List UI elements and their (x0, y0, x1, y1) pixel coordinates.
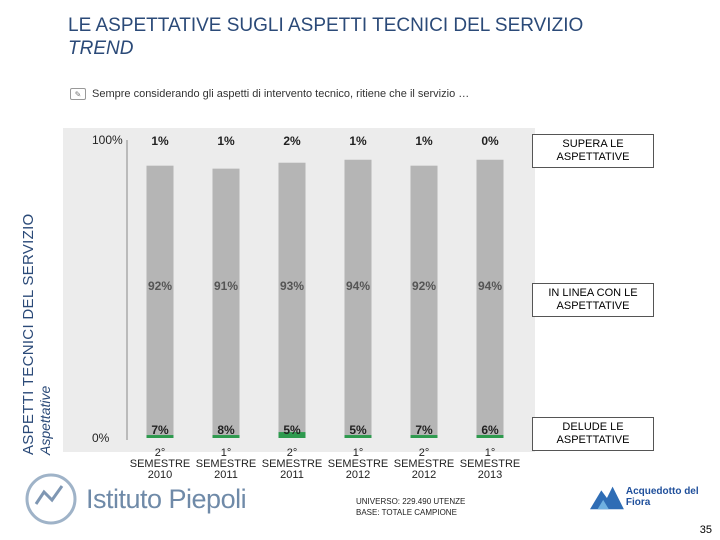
x-tick-label-0-1: SEMESTRE (130, 458, 191, 470)
bar-label-group: 7% 92% 1% 8% 91% 1% 5% 93% 2% 5% 94% 1% 7% 92% 1% 6% 94%… (148, 134, 502, 437)
bar-value-label-1-2: 93% (280, 279, 304, 293)
bar-group (146, 159, 504, 438)
x-tick-label-2-0: 2° (287, 447, 298, 459)
page-number: 35 (699, 524, 712, 536)
bar-value-label-0-0: 7% (151, 423, 169, 437)
bar-segment-1-2 (278, 162, 306, 438)
x-tick-label-5-0: 1° (485, 447, 496, 459)
bar-segment-1-0 (146, 165, 174, 438)
x-tick-label-0-2: 2010 (148, 469, 172, 481)
bar-value-label-2-3: 1% (349, 134, 367, 148)
y-tick-label-0: 0% (92, 431, 110, 445)
x-tick-label-1-2: 2011 (214, 469, 238, 481)
bar-segment-1-3 (344, 159, 372, 438)
question-icon: ✎ (70, 88, 86, 100)
question-label: Sempre considerando gli aspetti di inter… (92, 88, 470, 100)
base-line: BASE: TOTALE CAMPIONE (356, 508, 457, 517)
bar-value-label-1-4: 92% (412, 279, 436, 293)
mountain-icon (590, 486, 624, 510)
y-tick-label-100: 100% (92, 133, 123, 147)
bar-segment-2-0 (146, 435, 174, 438)
x-tick-label-4-2: 2012 (412, 469, 436, 481)
istituto-piepoli-logo: Istituto Piepoli (22, 470, 247, 528)
x-tick-label-5-1: SEMESTRE (460, 458, 521, 470)
bar-segment-1-5 (476, 159, 504, 438)
bar-value-label-2-0: 1% (151, 134, 169, 148)
x-tick-label-3-2: 2012 (346, 469, 370, 481)
x-tick-label-4-1: SEMESTRE (394, 458, 455, 470)
bar-value-label-0-1: 8% (217, 423, 235, 437)
bar-segment-2-1 (212, 435, 240, 438)
question-text: ✎ Sempre considerando gli aspetti di int… (70, 88, 469, 100)
axis-group: 2°SEMESTRE20101°SEMESTRE20112°SEMESTRE20… (92, 133, 520, 481)
sample-info: UNIVERSO: 229.490 UTENZE BASE: TOTALE CA… (356, 496, 465, 518)
legend-supera: SUPERA LE ASPETTATIVE (532, 134, 654, 168)
bar-value-label-0-2: 5% (283, 423, 301, 437)
bar-value-label-2-1: 1% (217, 134, 235, 148)
bar-value-label-2-2: 2% (283, 134, 301, 148)
page-title: LE ASPETTATIVE SUGLI ASPETTI TECNICI DEL… (68, 14, 583, 60)
x-tick-label-1-1: SEMESTRE (196, 458, 257, 470)
x-tick-label-4-0: 2° (419, 447, 430, 459)
bar-value-label-1-1: 91% (214, 279, 238, 293)
x-tick-label-2-2: 2011 (280, 469, 304, 481)
bar-value-label-0-5: 6% (481, 423, 499, 437)
bar-value-label-1-3: 94% (346, 279, 370, 293)
bar-value-label-2-4: 1% (415, 134, 433, 148)
acquedotto-logo: Acquedotto del Fiora (590, 482, 720, 512)
bar-value-label-1-5: 94% (478, 279, 502, 293)
x-tick-label-0-0: 2° (155, 447, 166, 459)
bar-value-label-0-3: 5% (349, 423, 367, 437)
acquedotto-text: Acquedotto del Fiora (625, 486, 699, 508)
legend-in-linea: IN LINEA CON LE ASPETTATIVE (532, 283, 654, 317)
x-tick-label-1-0: 1° (221, 447, 232, 459)
bar-value-label-0-4: 7% (415, 423, 433, 437)
title-subtitle: TREND (68, 38, 134, 59)
piepoli-logo-icon (25, 473, 77, 525)
logo-text: Istituto Piepoli (86, 483, 247, 514)
legend-delude: DELUDE LE ASPETTATIVE (532, 417, 654, 451)
x-tick-label-3-1: SEMESTRE (328, 458, 389, 470)
left-band (0, 0, 55, 540)
x-tick-label-2-1: SEMESTRE (262, 458, 323, 470)
bar-value-label-1-0: 92% (148, 279, 172, 293)
bar-segment-2-5 (476, 435, 504, 438)
bar-segment-1-4 (410, 165, 438, 438)
x-tick-label-5-2: 2013 (478, 469, 502, 481)
x-tick-label-3-0: 1° (353, 447, 364, 459)
bar-segment-2-2 (278, 432, 306, 438)
bar-segment-1-1 (212, 168, 240, 438)
title-main: LE ASPETTATIVE SUGLI ASPETTI TECNICI DEL… (68, 15, 584, 36)
bar-value-label-2-5: 0% (481, 134, 499, 148)
universe-line: UNIVERSO: 229.490 UTENZE (356, 497, 466, 506)
bar-segment-2-4 (410, 435, 438, 438)
bar-segment-2-3 (344, 435, 372, 438)
